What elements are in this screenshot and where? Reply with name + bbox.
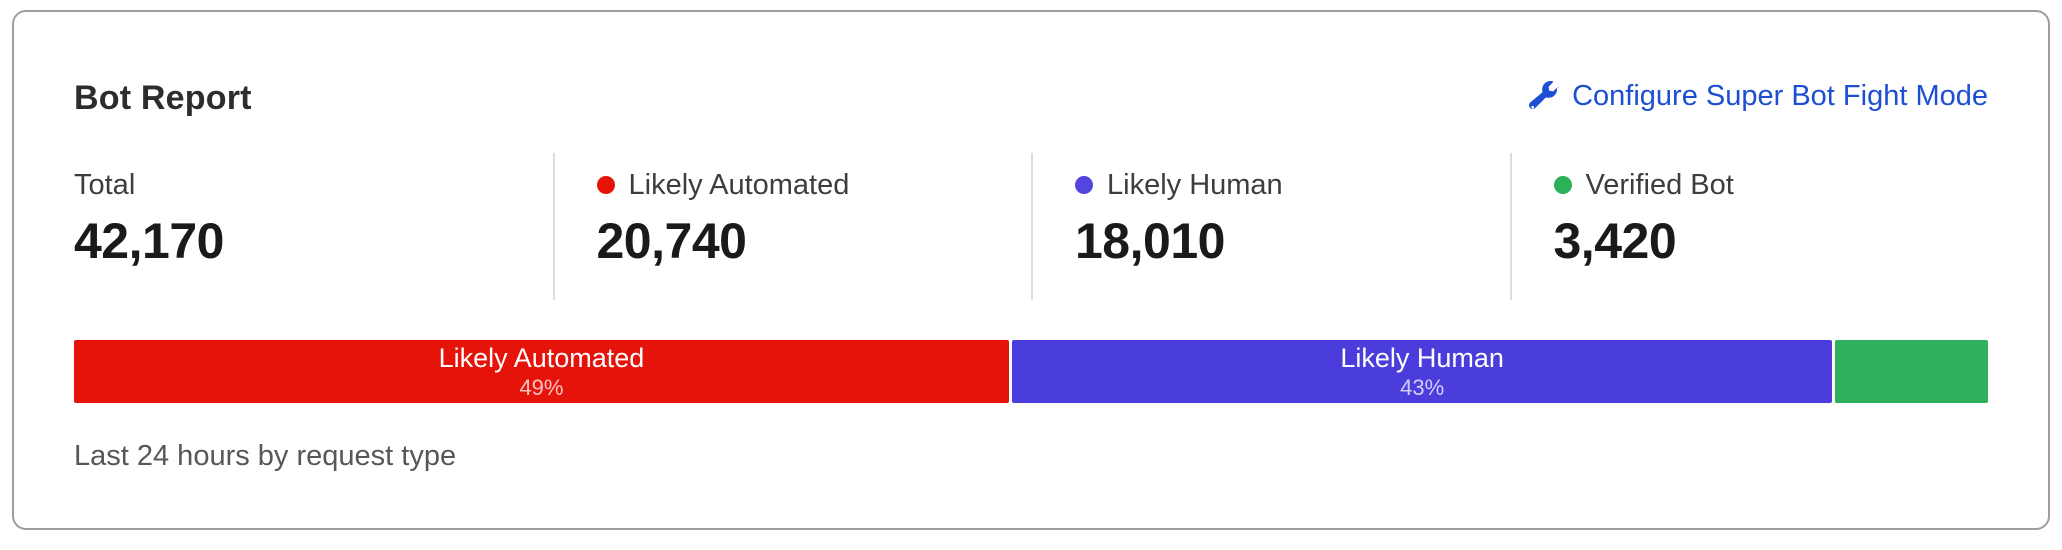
bar-segment-likely-automated: Likely Automated 49% <box>74 340 1009 403</box>
configure-link-label: Configure Super Bot Fight Mode <box>1572 80 1988 112</box>
stats-row: Total 42,170 Likely Automated 20,740 Lik… <box>74 153 1988 300</box>
stat-verified-bot-value: 3,420 <box>1553 213 1677 269</box>
stat-likely-human-label: Likely Human <box>1107 169 1283 201</box>
bar-segment-likely-human-label: Likely Human <box>1340 343 1504 373</box>
stat-likely-automated: Likely Automated 20,740 <box>552 153 1032 300</box>
stat-verified-bot-label-row: Verified Bot <box>1553 167 1989 203</box>
stat-likely-automated-label-row: Likely Automated <box>596 167 1032 203</box>
stat-total-label-row: Total <box>74 167 553 203</box>
stat-likely-automated-value: 20,740 <box>596 213 747 269</box>
likely-automated-dot-icon <box>596 176 615 194</box>
stat-likely-human: Likely Human 18,010 <box>1031 153 1510 300</box>
bar-segment-likely-human: Likely Human 43% <box>1011 340 1833 403</box>
bar-segment-likely-automated-percent: 49% <box>519 375 564 400</box>
configure-super-bot-fight-mode-link[interactable]: Configure Super Bot Fight Mode <box>1529 76 1988 116</box>
bot-report-card: Bot Report Configure Super Bot Fight Mod… <box>12 10 2050 530</box>
bar-segment-likely-automated-label: Likely Automated <box>438 343 645 373</box>
request-type-stacked-bar: Likely Automated 49% Likely Human 43% <box>74 340 1988 403</box>
stat-verified-bot: Verified Bot 3,420 <box>1509 153 1989 300</box>
bar-segment-likely-human-percent: 43% <box>1400 375 1445 400</box>
stat-total: Total 42,170 <box>74 153 553 300</box>
stat-verified-bot-label: Verified Bot <box>1585 169 1734 201</box>
likely-human-dot-icon <box>1075 176 1093 194</box>
stat-likely-automated-label: Likely Automated <box>628 169 850 201</box>
stat-total-label: Total <box>74 169 136 201</box>
time-range-caption: Last 24 hours by request type <box>74 440 457 472</box>
bar-segment-verified-bot <box>1835 340 1988 403</box>
wrench-icon <box>1529 81 1559 109</box>
page-title: Bot Report <box>74 79 252 117</box>
stat-likely-human-value: 18,010 <box>1075 213 1225 269</box>
verified-bot-dot-icon <box>1553 176 1572 194</box>
card-header: Bot Report Configure Super Bot Fight Mod… <box>74 76 1988 120</box>
stat-total-value: 42,170 <box>74 213 224 269</box>
stat-likely-human-label-row: Likely Human <box>1075 167 1510 203</box>
